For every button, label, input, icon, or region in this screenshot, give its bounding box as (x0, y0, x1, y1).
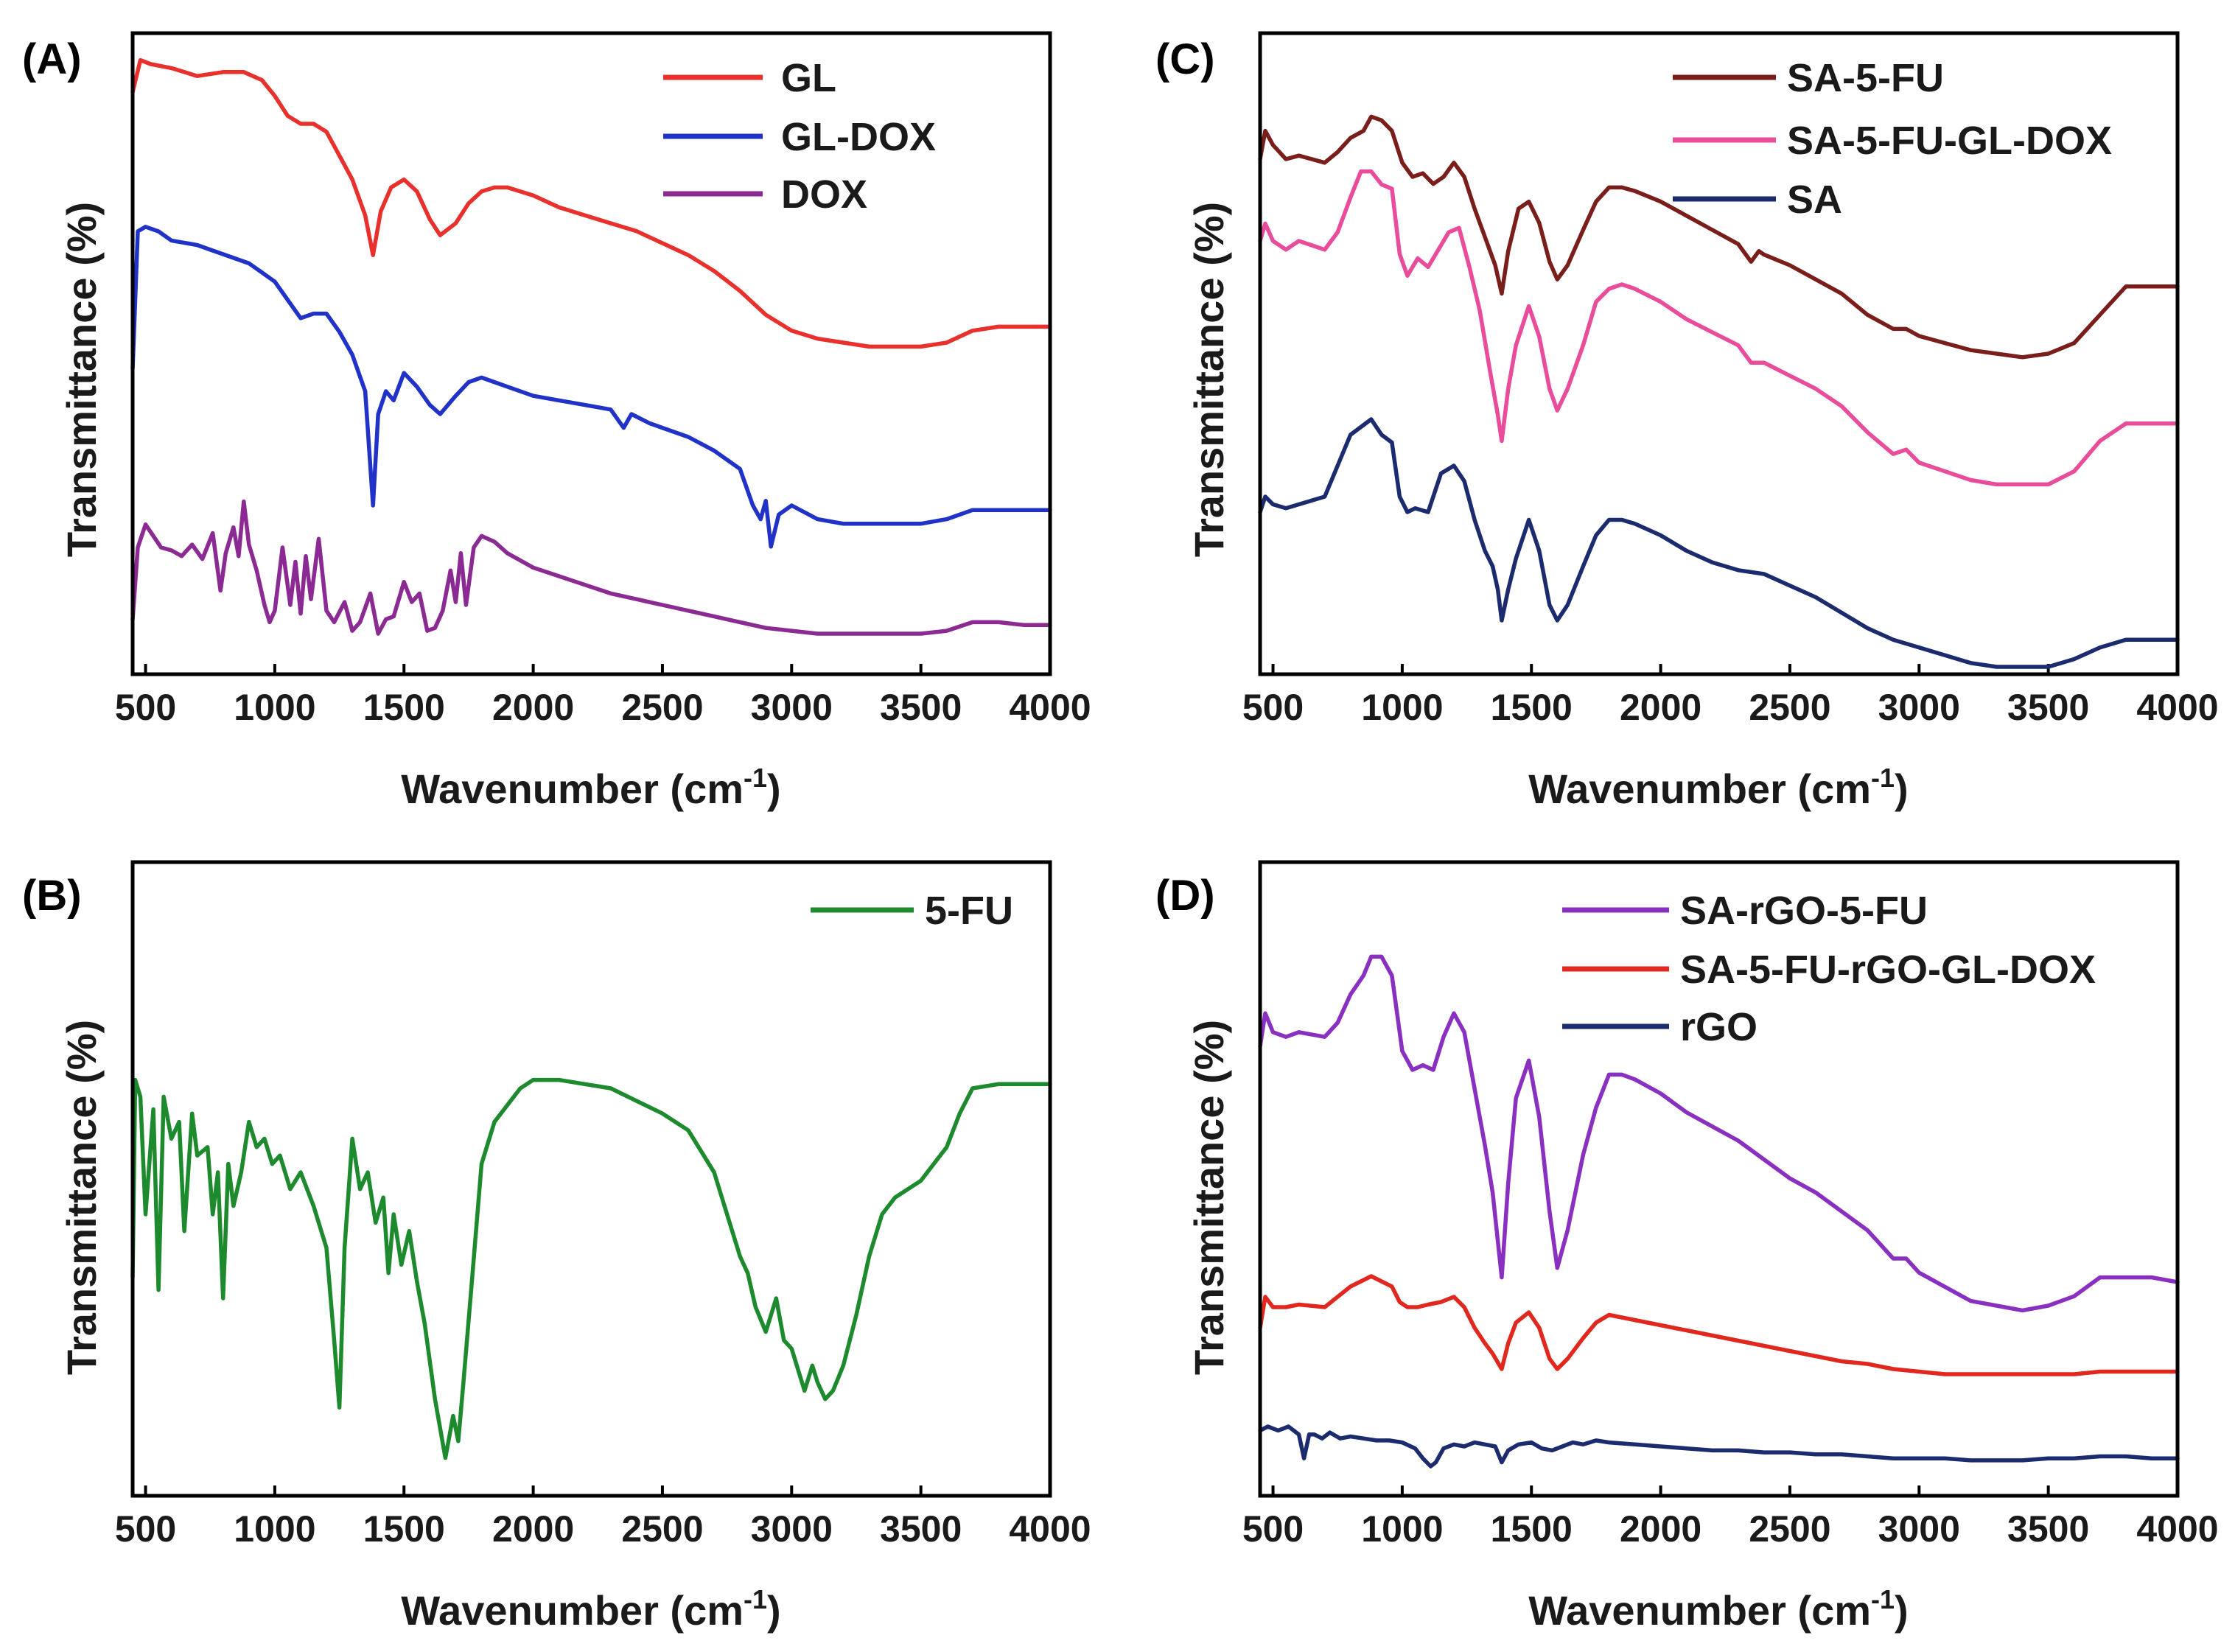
plot-lines (1258, 114, 2180, 669)
legend-label: SA-5-FU-rGO-GL-DOX (1680, 948, 2096, 992)
panel-c: (C) Transmittance (%) 500 1000 1500 2000 250… (1155, 31, 2219, 812)
x-tick-label: 1500 (363, 1508, 445, 1550)
x-tick-labels: 500 1000 1500 2000 2500 3000 3500 4000 (115, 687, 1091, 728)
x-tick-labels: 500 1000 1500 2000 2500 3000 3500 4000 (1242, 1508, 2219, 1550)
panel-b: (B) Transmittance (%) 500 1000 1500 2000 250… (22, 860, 1091, 1634)
x-tick-label: 4000 (2136, 1508, 2218, 1550)
x-tick-label: 500 (115, 687, 176, 728)
x-tick-label: 1500 (1491, 687, 1573, 728)
x-axis-label: Wavenumber (cm-1) (1528, 1584, 1908, 1634)
legend-entry: GL (663, 56, 836, 100)
x-axis-label: Wavenumber (cm-1) (401, 1584, 780, 1634)
x-tick-label: 4000 (2136, 687, 2218, 728)
x-tick-label: 1000 (234, 687, 315, 728)
y-axis-label: Transmittance (%) (58, 202, 105, 557)
panel-label: (A) (22, 35, 82, 83)
x-tick-label: 1000 (1361, 1508, 1443, 1550)
series-line (1258, 954, 2180, 1313)
series-line (130, 225, 1052, 549)
y-axis-label: Transmittance (%) (1186, 202, 1232, 557)
x-tick-label: 2500 (621, 687, 703, 728)
x-tick-label: 3000 (751, 687, 833, 728)
legend-label: DOX (781, 172, 867, 217)
legend: GL GL-DOX DOX (663, 56, 936, 217)
x-tick-label: 2000 (1620, 687, 1701, 728)
x-tick-label: 2000 (1620, 1508, 1701, 1550)
legend-entry: DOX (663, 172, 867, 217)
series-line (1258, 169, 2180, 487)
series-line (1258, 114, 2180, 360)
x-tick-label: 1000 (234, 1508, 315, 1550)
legend-label: SA-5-FU (1787, 56, 1944, 100)
legend: SA-5-FU SA-5-FU-GL-DOX SA (1673, 56, 2112, 222)
x-tick-label: 1500 (363, 687, 445, 728)
legend-label: SA-5-FU-GL-DOX (1787, 119, 2112, 163)
x-tick-label: 3000 (751, 1508, 833, 1550)
x-tick-label: 3000 (1878, 687, 1960, 728)
plot-lines (1258, 954, 2180, 1469)
panel-a: (A) Transmittance (%) 500 1000 1500 2000 250… (22, 31, 1091, 812)
x-tick-label: 1500 (1491, 1508, 1573, 1550)
x-tick-label: 3500 (2007, 1508, 2089, 1550)
x-tick-label: 3500 (2007, 687, 2089, 728)
plot-frame (130, 31, 1052, 676)
legend-entry: SA-5-FU-GL-DOX (1673, 119, 2112, 163)
legend-entry: SA-rGO-5-FU (1562, 889, 1928, 933)
panel-label: (B) (22, 872, 82, 920)
x-tick-label: 4000 (1009, 687, 1091, 728)
x-tick-label: 500 (1242, 1508, 1304, 1550)
x-axis-label: Wavenumber (cm-1) (1528, 763, 1908, 812)
legend-entry: GL-DOX (663, 115, 936, 159)
plot-lines (130, 57, 1052, 636)
legend-entry: SA-5-FU (1673, 56, 1944, 100)
legend-label: 5-FU (925, 889, 1013, 933)
legend-label: GL (781, 56, 836, 100)
plot-frame (1258, 31, 2180, 676)
x-tick-label: 4000 (1009, 1508, 1091, 1550)
x-tick-label: 2000 (492, 1508, 574, 1550)
x-tick-label: 500 (1242, 687, 1304, 728)
legend: SA-rGO-5-FU SA-5-FU-rGO-GL-DOX rGO (1562, 889, 2096, 1049)
plot-lines (130, 1077, 1052, 1460)
legend-entry: 5-FU (811, 889, 1013, 933)
legend-label: rGO (1680, 1005, 1757, 1049)
y-axis-label: Transmittance (%) (1186, 1020, 1232, 1375)
legend: 5-FU (811, 889, 1013, 933)
x-tick-label: 2500 (1749, 1508, 1830, 1550)
x-tick-label: 500 (115, 1508, 176, 1550)
series-line (130, 499, 1052, 636)
y-axis-label: Transmittance (%) (58, 1020, 105, 1375)
legend-label: GL-DOX (781, 115, 936, 159)
legend-entry: rGO (1562, 1005, 1757, 1049)
x-tick-label: 3500 (880, 1508, 962, 1550)
legend-entry: SA-5-FU-rGO-GL-DOX (1562, 948, 2096, 992)
series-line (130, 57, 1052, 349)
series-line (1258, 1424, 2180, 1469)
x-tick-label: 1000 (1361, 687, 1443, 728)
plot-frame (1258, 860, 2180, 1498)
x-tick-label: 2500 (621, 1508, 703, 1550)
x-tick-label: 2500 (1749, 687, 1830, 728)
plot-frame (130, 860, 1052, 1498)
panel-label: (D) (1155, 872, 1215, 920)
panel-label: (C) (1155, 35, 1215, 83)
x-tick-label: 3500 (880, 687, 962, 728)
legend-entry: SA (1673, 178, 1842, 222)
panel-d: (D) Transmittance (%) 500 1000 1500 2000 250… (1155, 860, 2219, 1634)
x-tick-label: 2000 (492, 687, 574, 728)
legend-label: SA (1787, 178, 1842, 222)
x-axis-label: Wavenumber (cm-1) (401, 763, 780, 812)
series-line (1258, 417, 2180, 669)
x-tick-labels: 500 1000 1500 2000 2500 3000 3500 4000 (115, 1508, 1091, 1550)
legend-label: SA-rGO-5-FU (1680, 889, 1928, 933)
series-line (130, 1077, 1052, 1460)
series-line (1258, 1274, 2180, 1376)
x-tick-label: 3000 (1878, 1508, 1960, 1550)
x-tick-labels: 500 1000 1500 2000 2500 3000 3500 4000 (1242, 687, 2219, 728)
